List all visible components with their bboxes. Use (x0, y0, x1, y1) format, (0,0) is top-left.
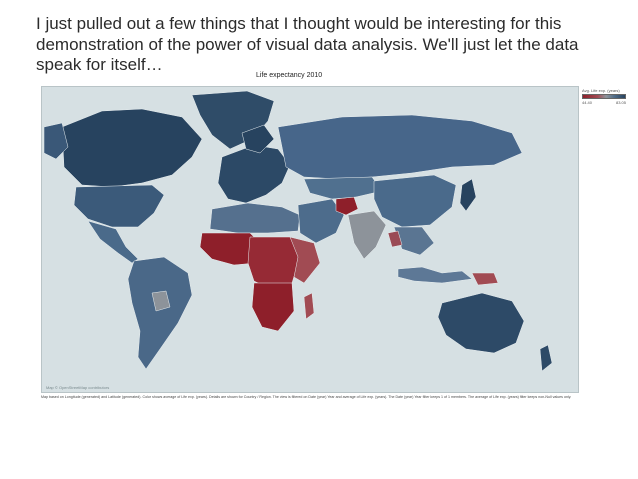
legend-title: Avg. Life exp. (years) (582, 88, 620, 93)
region-north-africa[interactable] (209, 202, 301, 234)
region-west-africa[interactable] (199, 232, 265, 266)
region-europe[interactable] (217, 144, 291, 204)
map-attribution[interactable]: Map © OpenStreetMap contributors (46, 385, 110, 390)
legend-min-label: 44.40 (582, 100, 593, 105)
region-australia[interactable] (437, 292, 525, 354)
region-papua-new-guinea[interactable] (471, 272, 499, 286)
region-central-asia[interactable] (303, 176, 383, 200)
world-map-svg[interactable] (42, 87, 578, 392)
chart-title: Life expectancy 2010 (256, 72, 323, 79)
color-legend[interactable]: Avg. Life exp. (years) 44.40 83.05 (582, 88, 626, 105)
slide-headline: I just pulled out a few things that I th… (36, 14, 579, 74)
legend-max-label: 83.05 (615, 100, 626, 105)
legend-ticks: 44.40 83.05 (582, 100, 626, 105)
region-india[interactable] (347, 210, 387, 260)
region-alaska[interactable] (43, 122, 69, 160)
region-afghanistan[interactable] (335, 196, 359, 216)
legend-gradient-bar (582, 94, 626, 99)
region-japan[interactable] (459, 178, 477, 212)
region-south-america[interactable] (127, 256, 193, 370)
region-china[interactable] (373, 174, 457, 228)
world-map[interactable]: Map © OpenStreetMap contributors (41, 86, 579, 393)
region-scandinavia[interactable] (241, 124, 275, 154)
region-bolivia-guyana[interactable] (151, 290, 171, 312)
region-madagascar[interactable] (303, 292, 315, 320)
region-southern-africa[interactable] (251, 282, 295, 332)
region-indonesia[interactable] (397, 266, 473, 284)
region-east-africa[interactable] (289, 236, 321, 284)
region-canada[interactable] (61, 108, 203, 188)
region-new-zealand[interactable] (539, 344, 553, 372)
map-caption: Map based on Longitude (generated) and L… (41, 395, 572, 399)
region-myanmar-laos[interactable] (387, 230, 403, 248)
region-usa[interactable] (73, 184, 165, 228)
region-mexico-central-america[interactable] (87, 220, 139, 264)
region-russia[interactable] (277, 114, 523, 180)
